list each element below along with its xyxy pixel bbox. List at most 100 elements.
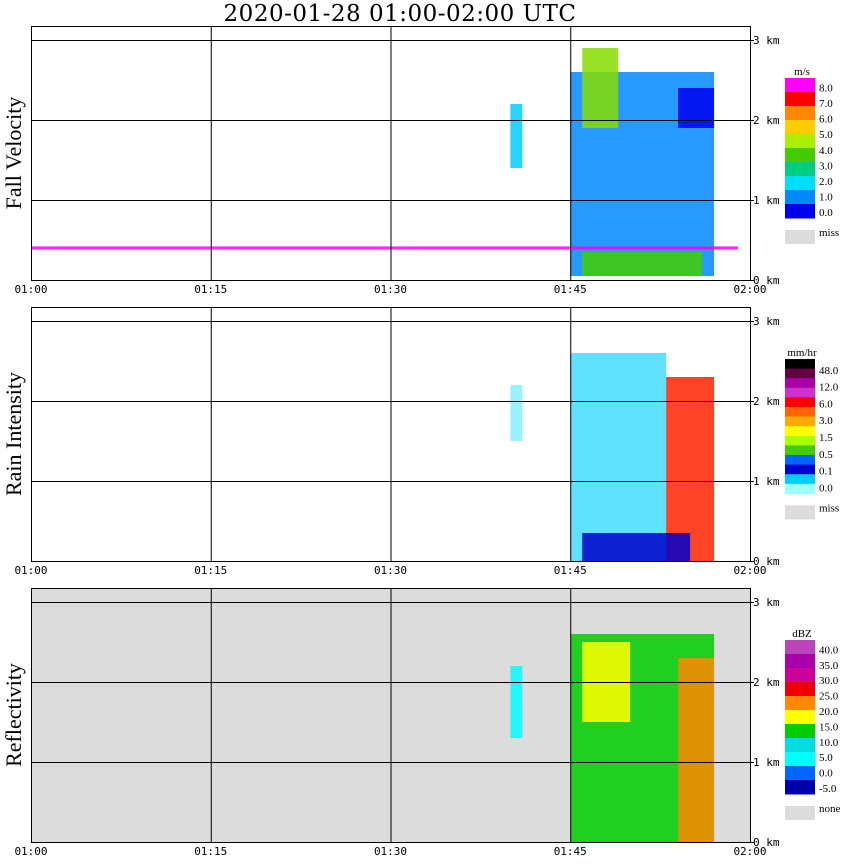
x-tick-label: 01:15 [194, 564, 227, 577]
y-tick-label: 3 km [753, 34, 780, 47]
colorbar-swatch [785, 387, 815, 398]
colorbar-unit: m/s [794, 66, 810, 78]
colorbar-swatch [785, 435, 815, 446]
colorbar-label: 1.0 [819, 191, 833, 203]
panel-ylabel: Reflectivity [1, 663, 26, 767]
colorbar-swatch [785, 78, 815, 93]
colorbar-label: 20.0 [819, 706, 839, 718]
colorbar-swatch [785, 397, 815, 408]
x-tick-label: 01:30 [374, 564, 407, 577]
colorbar-label: 2.0 [819, 176, 833, 188]
y-tick-label: 2 km [753, 676, 780, 689]
colorbar-label: 48.0 [819, 365, 839, 377]
colorbar-swatch [785, 724, 815, 739]
colorbar-swatch [785, 445, 815, 456]
colorbar-label: 7.0 [819, 98, 833, 110]
colorbar-swatch [785, 455, 815, 466]
echo-region [582, 533, 691, 561]
panel-ylabel: Fall Velocity [1, 97, 26, 210]
echo-region [510, 666, 523, 738]
panel-reflectivity: 0 km 1 km 2 km 3 km 01:00 01:15 01:30 01:45 02:0… [1, 588, 841, 858]
y-tick-label: 1 km [753, 194, 780, 207]
colorbar-missing-label: miss [819, 227, 839, 239]
grid [31, 307, 750, 561]
colorbar-label: 0.1 [819, 466, 833, 478]
colorbar-label: 35.0 [819, 660, 839, 672]
y-tick-label: 0 km [753, 555, 780, 568]
x-tick-label: 01:00 [14, 845, 47, 858]
colorbar-missing-label: miss [819, 502, 839, 514]
x-tick-label: 01:45 [554, 564, 587, 577]
colorbar-label: 4.0 [819, 145, 833, 157]
colorbar-swatch [785, 780, 815, 795]
colorbar-swatch [785, 92, 815, 107]
x-tick-label: 01:30 [374, 845, 407, 858]
colorbar-label: -5.0 [819, 783, 837, 795]
colorbar-label: 6.0 [819, 398, 833, 410]
colorbar-label: 30.0 [819, 675, 839, 687]
echo-region [582, 48, 619, 128]
colorbar-label: 5.0 [819, 129, 833, 141]
x-tick-label: 01:30 [374, 283, 407, 296]
y-tick-label: 3 km [753, 315, 780, 328]
colorbar-swatch [785, 190, 815, 205]
colorbar-swatch [785, 752, 815, 767]
colorbar-swatch [785, 106, 815, 121]
colorbar-swatch [785, 148, 815, 163]
colorbar-unit: mm/hr [787, 347, 817, 359]
echo-region [31, 246, 739, 250]
colorbar-swatch [785, 474, 815, 485]
echo-layer [31, 48, 739, 276]
colorbar-swatch [785, 134, 815, 149]
colorbar-swatch [785, 378, 815, 389]
colorbar-swatch [785, 176, 815, 191]
colorbar-label: 0.0 [819, 207, 833, 219]
colorbar-swatch [785, 162, 815, 177]
colorbar-swatch [785, 710, 815, 725]
colorbar-swatch [785, 426, 815, 437]
colorbar-label: 6.0 [819, 114, 833, 126]
colorbar-label: 8.0 [819, 83, 833, 95]
grid [31, 26, 750, 280]
x-tick-label: 02:00 [733, 845, 766, 858]
colorbar-unit: dBZ [792, 628, 812, 640]
colorbar-missing-swatch [785, 505, 815, 520]
colorbar-swatch [785, 766, 815, 781]
colorbar-swatch [785, 654, 815, 669]
x-tick-label: 01:45 [554, 283, 587, 296]
panel-rain-intensity: 0 km 1 km 2 km 3 km 01:00 01:15 01:30 01:45 02:0… [1, 307, 839, 577]
y-tick-label: 3 km [753, 596, 780, 609]
colorbar-swatch [785, 696, 815, 711]
colorbar-label: 25.0 [819, 691, 839, 703]
colorbar-swatch [785, 668, 815, 683]
colorbar-label: 15.0 [819, 721, 839, 733]
x-tick-label: 02:00 [733, 564, 766, 577]
colorbar-missing-swatch [785, 230, 815, 244]
colorbar-label: 0.0 [819, 482, 833, 494]
colorbar-missing-label: none [819, 803, 841, 815]
colorbar-label: 5.0 [819, 752, 833, 764]
chart-title: 2020-01-28 01:00-02:00 UTC [223, 1, 577, 27]
panel-ylabel: Rain Intensity [1, 372, 26, 496]
colorbar-swatch [785, 407, 815, 418]
colorbar-label: 1.5 [819, 432, 833, 444]
y-tick-label: 2 km [753, 114, 780, 127]
echo-region [570, 353, 667, 561]
x-tick-label: 01:00 [14, 283, 47, 296]
x-tick-label: 01:15 [194, 845, 227, 858]
colorbar-label: 0.0 [819, 768, 833, 780]
echo-region [582, 252, 703, 276]
colorbar-swatch [785, 738, 815, 753]
colorbar: dBZ 40.0 35.0 30.0 25.0 20.0 15.0 10.0 5.0 0.0 -5.… [785, 628, 841, 820]
colorbar: m/s 8.0 7.0 6.0 5.0 4.0 3.0 2.0 1.0 0.0 miss [785, 66, 839, 244]
x-tick-label: 01:45 [554, 845, 587, 858]
echo-region [510, 104, 523, 168]
echo-region [510, 385, 523, 441]
colorbar-swatch [785, 682, 815, 697]
colorbar-swatch [785, 416, 815, 427]
echo-region [666, 377, 715, 561]
colorbar-swatch [785, 483, 815, 494]
echo-region [678, 658, 715, 842]
